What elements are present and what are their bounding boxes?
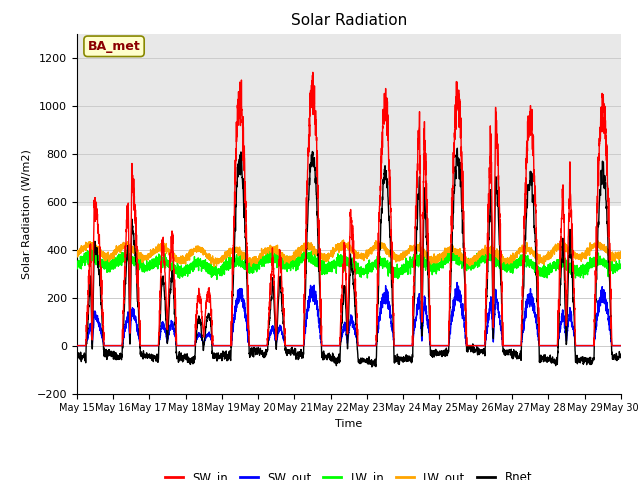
SW_out (502, 343, 509, 348)
LW_out (502, 259, 509, 264)
X-axis label: Time: Time (335, 419, 362, 429)
SW_in (309, 70, 317, 75)
SW_in (471, 343, 479, 348)
SW_out (453, 280, 461, 286)
SW_in (441, 343, 449, 348)
Rnet (617, 355, 625, 360)
Line: LW_out: LW_out (77, 240, 621, 267)
SW_in (73, 343, 81, 348)
LW_in (213, 276, 221, 282)
SW_out (73, 343, 81, 348)
LW_in (73, 258, 81, 264)
SW_out (617, 343, 625, 348)
SW_in (616, 343, 624, 348)
LW_out (340, 237, 348, 243)
Rnet (328, 355, 336, 360)
LW_in (617, 262, 625, 268)
Line: SW_in: SW_in (77, 72, 621, 346)
Rnet (73, 348, 81, 354)
Bar (77, 34, 621, 206)
LW_out (471, 258, 479, 264)
Rnet (502, 348, 509, 354)
Line: SW_out: SW_out (77, 283, 621, 346)
SW_out (171, 330, 179, 336)
LW_in (441, 259, 449, 265)
LW_out (171, 254, 179, 260)
Y-axis label: Solar Radiation (W/m2): Solar Radiation (W/m2) (21, 149, 31, 278)
Title: Solar Radiation: Solar Radiation (291, 13, 407, 28)
Line: LW_in: LW_in (77, 249, 621, 279)
Rnet (616, 353, 624, 359)
LW_out (329, 252, 337, 258)
Rnet (171, 309, 179, 315)
Rnet (454, 145, 461, 151)
Rnet (441, 352, 449, 358)
SW_out (616, 343, 624, 348)
LW_in (471, 262, 479, 268)
Text: BA_met: BA_met (88, 40, 140, 53)
Line: Rnet: Rnet (77, 148, 621, 367)
SW_in (329, 343, 337, 348)
LW_in (329, 263, 337, 268)
LW_in (268, 246, 275, 252)
LW_out (441, 247, 449, 252)
Rnet (368, 364, 376, 370)
SW_in (502, 343, 509, 348)
LW_out (73, 254, 81, 260)
LW_in (502, 268, 509, 274)
SW_out (328, 343, 336, 348)
LW_out (617, 249, 625, 254)
Legend: SW_in, SW_out, LW_in, LW_out, Rnet: SW_in, SW_out, LW_in, LW_out, Rnet (161, 466, 537, 480)
Rnet (471, 348, 479, 354)
LW_out (616, 251, 624, 257)
LW_in (171, 264, 179, 270)
SW_out (471, 343, 479, 348)
SW_out (440, 343, 448, 348)
SW_in (171, 276, 179, 282)
SW_in (617, 343, 625, 348)
LW_in (616, 262, 624, 267)
LW_out (210, 264, 218, 270)
